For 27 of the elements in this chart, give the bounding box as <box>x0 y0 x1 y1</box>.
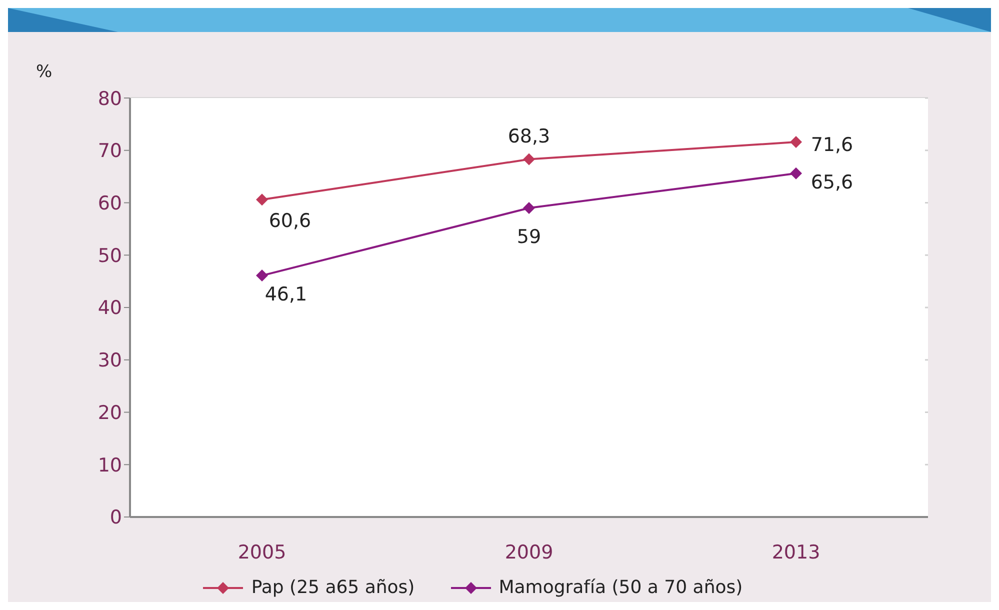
y-tick-label: 0 <box>110 506 122 529</box>
y-axis-title: % <box>36 62 52 82</box>
legend-label: Mamografía (50 a 70 años) <box>498 577 743 598</box>
y-tick-label: 30 <box>98 350 122 372</box>
y-tick-label: 10 <box>98 454 122 476</box>
data-label: 59 <box>516 226 542 248</box>
point <box>256 270 268 282</box>
data-label: 71,6 <box>810 134 854 156</box>
y-tick-label: 20 <box>98 402 122 424</box>
data-label: 46,1 <box>264 284 308 306</box>
point <box>256 194 268 206</box>
legend-label: Pap (25 a65 años) <box>251 577 415 598</box>
point <box>790 167 802 180</box>
data-label: 65,6 <box>810 172 854 194</box>
x-tick-label: 2009 <box>504 541 554 564</box>
point <box>523 202 535 214</box>
point <box>523 153 535 166</box>
y-tick-label: 60 <box>98 192 122 214</box>
x-tick-label: 2005 <box>238 541 286 564</box>
data-label: 68,3 <box>508 125 550 148</box>
x-tick-label: 2013 <box>772 541 820 564</box>
y-tick-label: 40 <box>98 297 122 320</box>
data-label: 60,6 <box>268 210 312 232</box>
point <box>790 136 802 148</box>
y-tick-label: 80 <box>98 88 122 110</box>
y-tick-label: 50 <box>98 244 122 267</box>
y-tick-label: 70 <box>98 140 122 162</box>
